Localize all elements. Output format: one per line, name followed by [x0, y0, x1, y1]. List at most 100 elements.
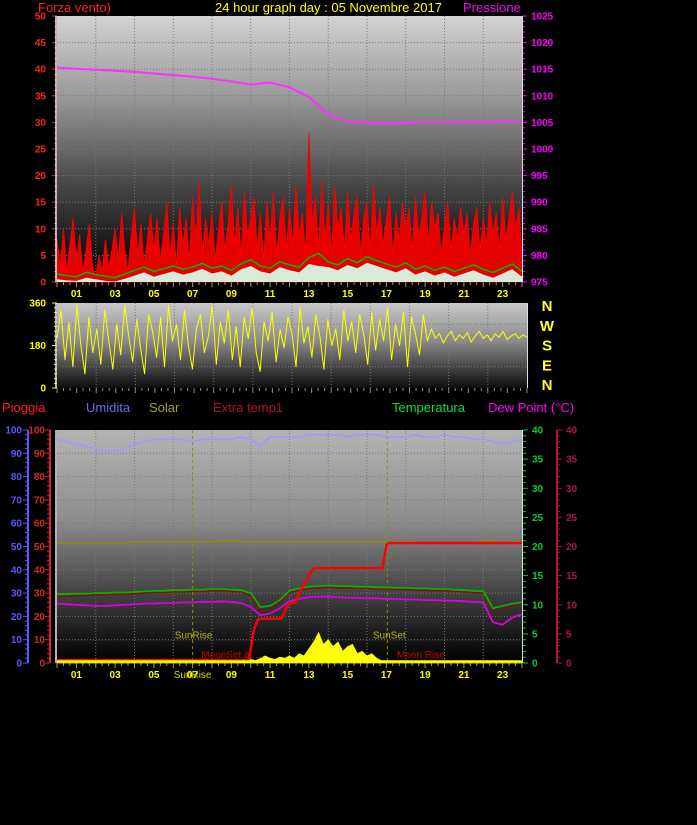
svg-text:60: 60 [11, 519, 23, 530]
svg-text:03: 03 [110, 289, 122, 300]
svg-text:45: 45 [35, 38, 47, 49]
svg-text:100: 100 [5, 426, 22, 437]
wind-pressure-chart-x-axis: 01 03 05 07 09 11 13 15 17 19 21 23 [56, 282, 523, 300]
legend-pioggia: Pioggia [2, 400, 46, 415]
svg-text:80: 80 [11, 472, 23, 483]
svg-text:15: 15 [35, 198, 47, 209]
svg-text:23: 23 [497, 670, 509, 681]
svg-text:07: 07 [187, 289, 199, 300]
svg-text:980: 980 [531, 251, 548, 262]
multi-sensor-chart-axis-deg-right-557: 0 5 10 15 20 25 30 35 40 [556, 426, 578, 670]
svg-text:15: 15 [566, 571, 578, 582]
svg-text:05: 05 [148, 289, 160, 300]
svg-text:975: 975 [531, 278, 548, 289]
wind-pressure-chart-axis-press-right-522: 975 980 985 990 995 1000 1005 1010 1015 1020 1025 [522, 12, 554, 289]
svg-text:01: 01 [71, 670, 83, 681]
svg-text:70: 70 [34, 495, 46, 506]
svg-text:40: 40 [11, 565, 23, 576]
wind-avg-series [56, 252, 523, 279]
svg-text:90: 90 [11, 449, 23, 460]
svg-text:995: 995 [531, 171, 548, 182]
svg-text:1000: 1000 [531, 145, 554, 156]
svg-text:25: 25 [532, 513, 544, 524]
svg-text:15: 15 [342, 289, 354, 300]
direction-letter: W [540, 318, 555, 335]
svg-text:50: 50 [34, 542, 46, 553]
svg-text:09: 09 [226, 289, 238, 300]
svg-text:09: 09 [226, 670, 238, 681]
svg-text:1010: 1010 [531, 91, 554, 102]
svg-text:5: 5 [532, 629, 538, 640]
svg-text:70: 70 [11, 495, 23, 506]
extra-temp1-series [57, 586, 523, 613]
svg-text:60: 60 [34, 519, 46, 530]
svg-text:0: 0 [40, 384, 46, 395]
svg-text:985: 985 [531, 224, 548, 235]
humidity-series [56, 433, 523, 452]
svg-text:5: 5 [566, 629, 572, 640]
svg-text:20: 20 [532, 542, 544, 553]
wind-direction-chart-axis-dir-left-57: 0 180 360 [29, 299, 57, 395]
svg-text:40: 40 [532, 426, 544, 437]
svg-text:20: 20 [566, 542, 578, 553]
svg-text:30: 30 [532, 484, 544, 495]
svg-text:03: 03 [110, 670, 122, 681]
svg-text:19: 19 [420, 670, 432, 681]
svg-text:360: 360 [29, 299, 46, 310]
svg-text:25: 25 [566, 513, 578, 524]
svg-text:40: 40 [34, 565, 46, 576]
svg-text:10: 10 [11, 635, 23, 646]
svg-text:11: 11 [265, 289, 276, 300]
moonset-label: MoonSet at ... [201, 650, 263, 661]
multi-sensor-chart: 0102030405060708090100010203040506070809… [5, 426, 577, 682]
sunrise-axis-label: SunRise [174, 670, 212, 681]
legend-dew-point: Dew Point (°C) [488, 400, 575, 415]
svg-text:15: 15 [532, 571, 544, 582]
svg-text:1020: 1020 [531, 38, 554, 49]
svg-text:40: 40 [35, 65, 47, 76]
wind-gust-series [56, 132, 523, 283]
svg-text:17: 17 [381, 670, 393, 681]
temperature-series [57, 584, 523, 610]
svg-text:10: 10 [35, 224, 47, 235]
svg-text:0: 0 [532, 659, 538, 670]
svg-text:1015: 1015 [531, 65, 554, 76]
svg-text:20: 20 [34, 612, 46, 623]
svg-text:17: 17 [381, 289, 393, 300]
wind-pressure-chart-axis-wind-left-57: 0 5 10 15 20 25 30 35 40 45 50 [35, 12, 57, 289]
svg-text:21: 21 [458, 289, 470, 300]
direction-letter: N [542, 377, 553, 394]
page-title: 24 hour graph day : 05 Novembre 2017 [215, 0, 442, 15]
svg-text:40: 40 [566, 426, 578, 437]
svg-text:50: 50 [11, 542, 23, 553]
svg-text:21: 21 [458, 670, 470, 681]
svg-text:07: 07 [187, 670, 199, 681]
direction-letter: S [542, 338, 552, 355]
svg-text:01: 01 [71, 289, 83, 300]
svg-text:990: 990 [531, 198, 548, 209]
pressure-axis-title: Pressione [463, 0, 521, 15]
moonrise-label: Moon Rise [397, 650, 445, 661]
pressure-series [56, 66, 522, 125]
legend-temperatura: Temperatura [392, 400, 465, 415]
svg-text:23: 23 [497, 289, 509, 300]
direction-letter: E [542, 357, 552, 374]
svg-text:1005: 1005 [531, 118, 554, 129]
svg-text:15: 15 [342, 670, 354, 681]
svg-text:0: 0 [40, 278, 46, 289]
svg-text:13: 13 [303, 670, 315, 681]
dew-point-series [56, 595, 523, 626]
wind-direction-series [56, 304, 528, 375]
svg-text:0: 0 [16, 659, 22, 670]
svg-text:05: 05 [148, 670, 160, 681]
multi-sensor-chart-axis-deg-right-523: 0 5 10 15 20 25 30 35 40 [523, 426, 544, 670]
legend-umidita: Umidita [86, 400, 131, 415]
svg-text:80: 80 [34, 472, 46, 483]
multi-sensor-chart-x-axis: 01 03 05 07 09 11 13 15 17 19 21 23 [56, 663, 523, 681]
svg-text:5: 5 [40, 251, 46, 262]
legend-extra-temp1: Extra temp1 [213, 400, 284, 415]
rain-total-series [57, 541, 522, 662]
svg-text:35: 35 [532, 455, 544, 466]
